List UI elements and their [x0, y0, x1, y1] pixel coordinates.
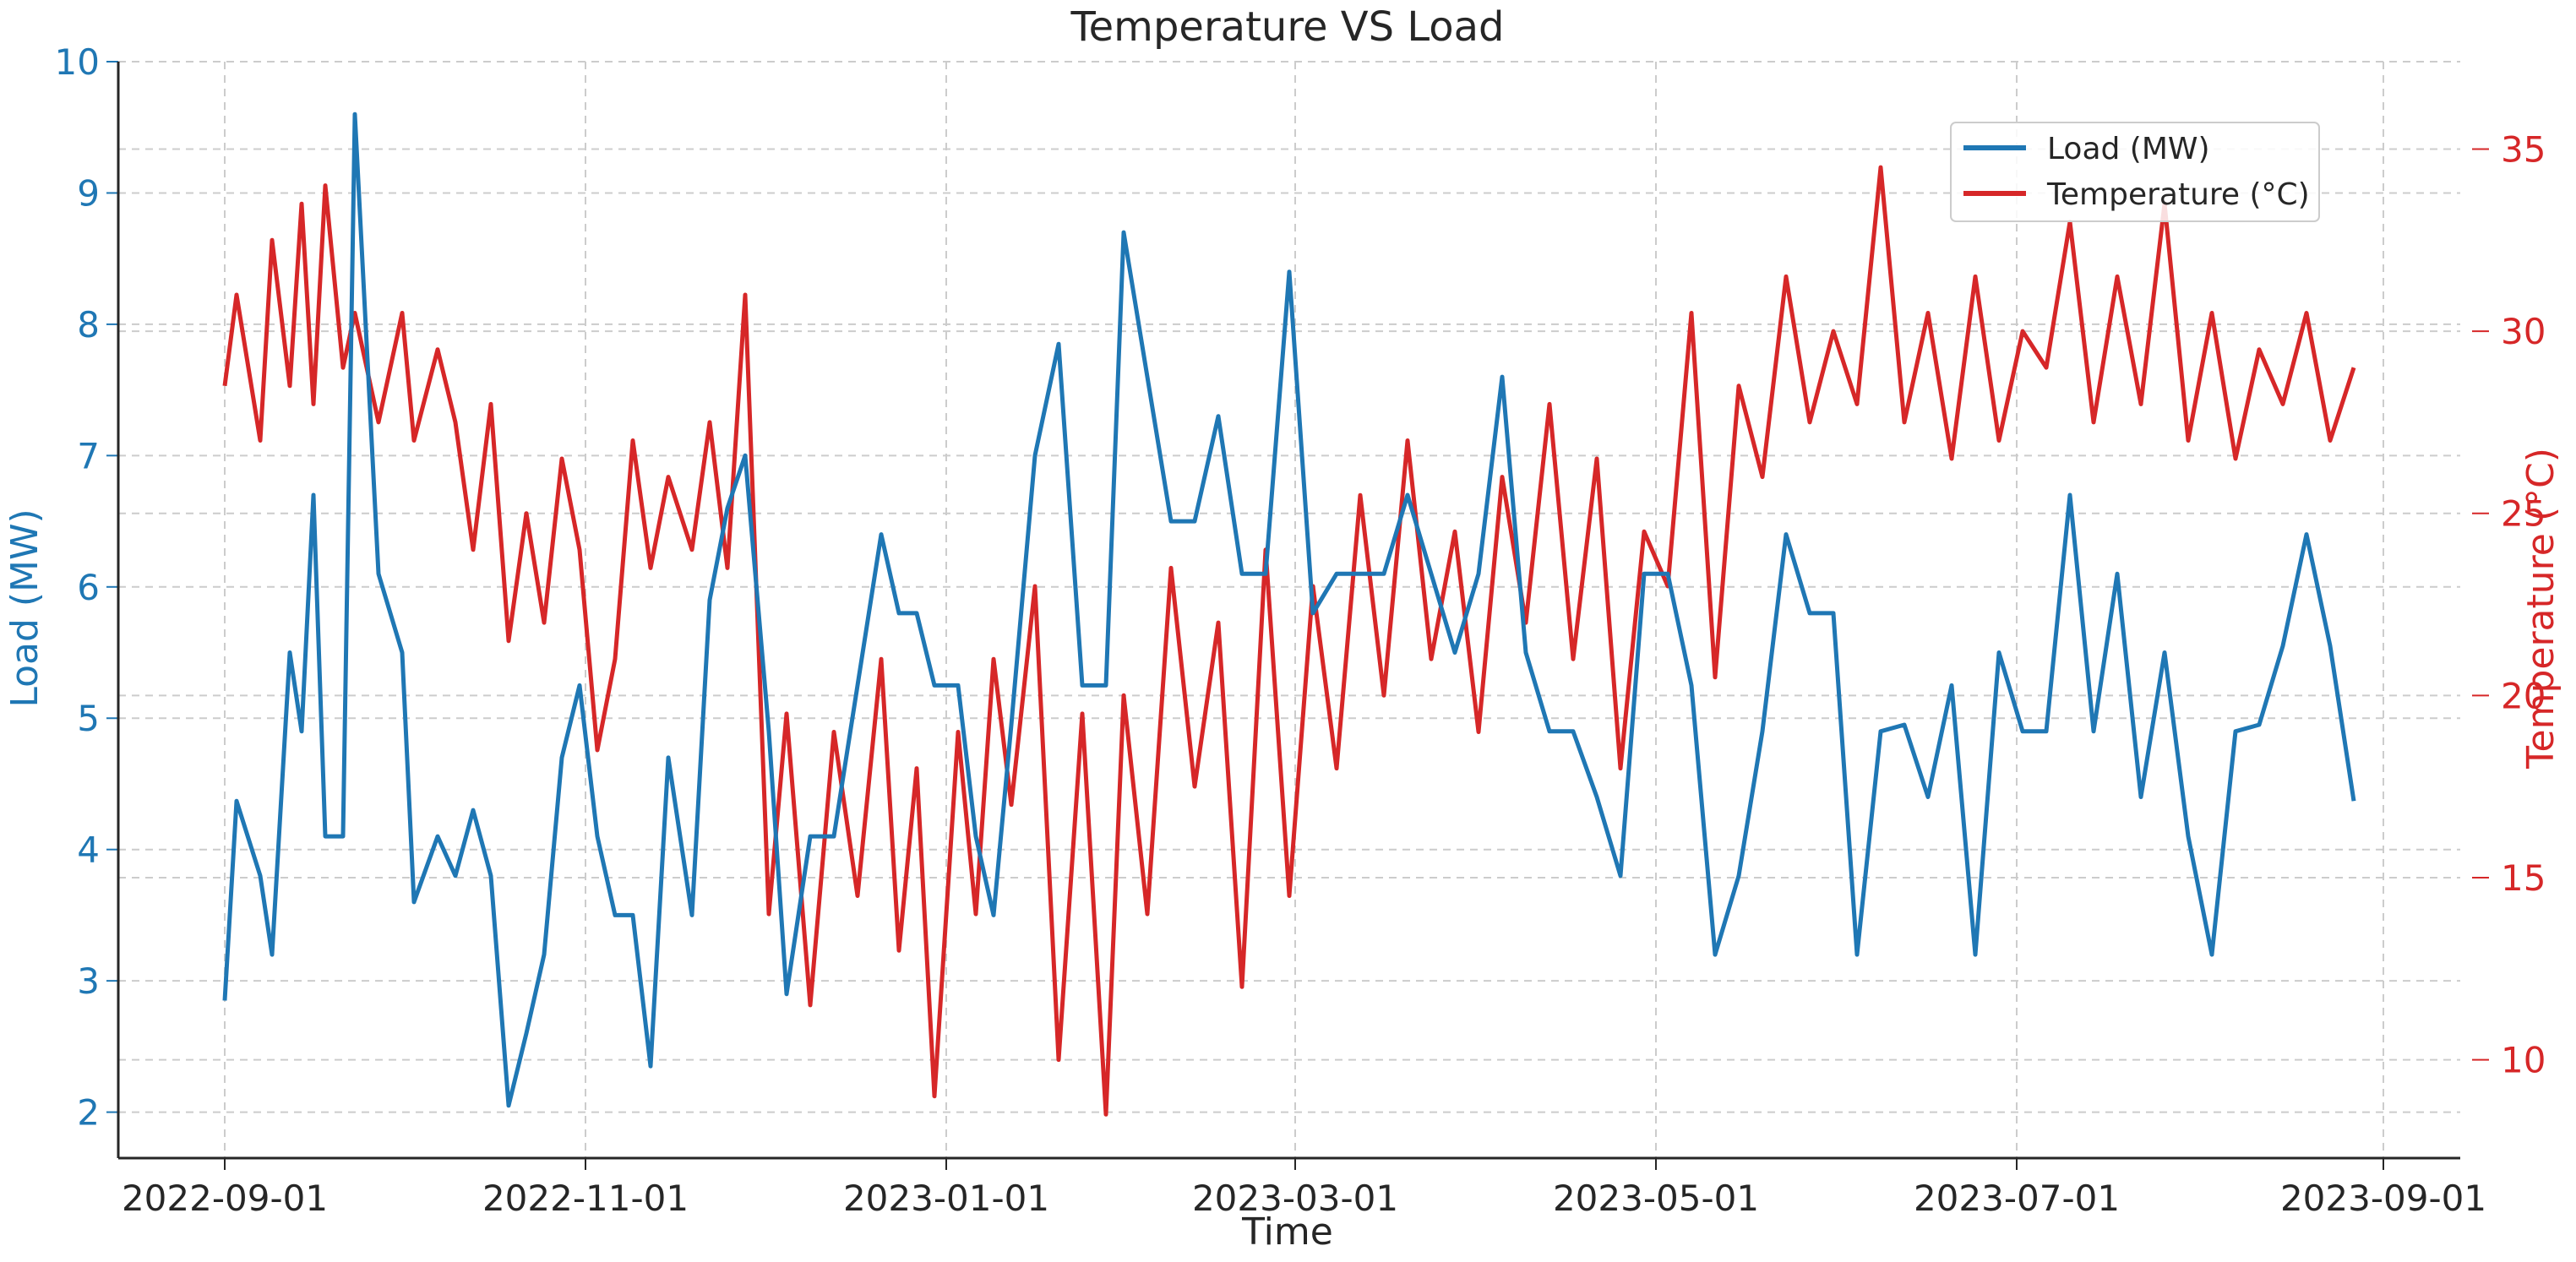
y-left-tick-label: 8: [77, 304, 100, 345]
y-left-tick-label: 10: [55, 41, 100, 83]
y-left-axis-label: Load (MW): [3, 509, 46, 707]
y-right-tick-label: 35: [2501, 128, 2546, 170]
x-tick-label: 2023-07-01: [1914, 1178, 2120, 1219]
y-left-tick-label: 9: [77, 172, 100, 214]
y-left-tick-label: 2: [77, 1092, 100, 1134]
y-left-tick-label: 5: [77, 698, 100, 739]
x-tick-label: 2022-09-01: [122, 1178, 328, 1219]
x-tick-label: 2023-01-01: [843, 1178, 1049, 1219]
y-right-tick-label: 15: [2501, 857, 2546, 899]
y-right-tick-label: 25: [2501, 493, 2546, 535]
legend-label-temperature: Temperature (°C): [2046, 177, 2310, 212]
y-right-axis-label: Temperature (°C): [2519, 448, 2562, 770]
y-left-tick-label: 4: [77, 830, 100, 871]
y-right-tick-label: 30: [2501, 311, 2546, 352]
y-left-tick-label: 7: [77, 435, 100, 476]
x-axis-label: Time: [1241, 1210, 1333, 1254]
x-tick-label: 2023-05-01: [1553, 1178, 1759, 1219]
temperature-series-line: [222, 165, 2356, 1117]
legend-box: [1950, 122, 2320, 222]
y-left-tick-label: 6: [77, 567, 100, 608]
axes-layer: 2022-09-01 2022-11-01 2023-01-01 2023-03-01…: [55, 41, 2546, 1219]
series-layer: [222, 112, 2356, 1117]
x-tick-label: 2023-03-01: [1192, 1178, 1398, 1219]
load-series-line: [222, 112, 2356, 1108]
y-right-tick-label: 20: [2501, 675, 2546, 716]
x-tick-label: 2022-11-01: [482, 1178, 689, 1219]
chart-title: Temperature VS Load: [1070, 3, 1504, 51]
y-left-tick-label: 3: [77, 960, 100, 1002]
x-tick-label: 2023-09-01: [2280, 1178, 2486, 1219]
legend: Load (MW) Temperature (°C): [1950, 122, 2320, 222]
y-right-tick-label: 10: [2501, 1040, 2546, 1081]
legend-label-load: Load (MW): [2047, 132, 2210, 166]
